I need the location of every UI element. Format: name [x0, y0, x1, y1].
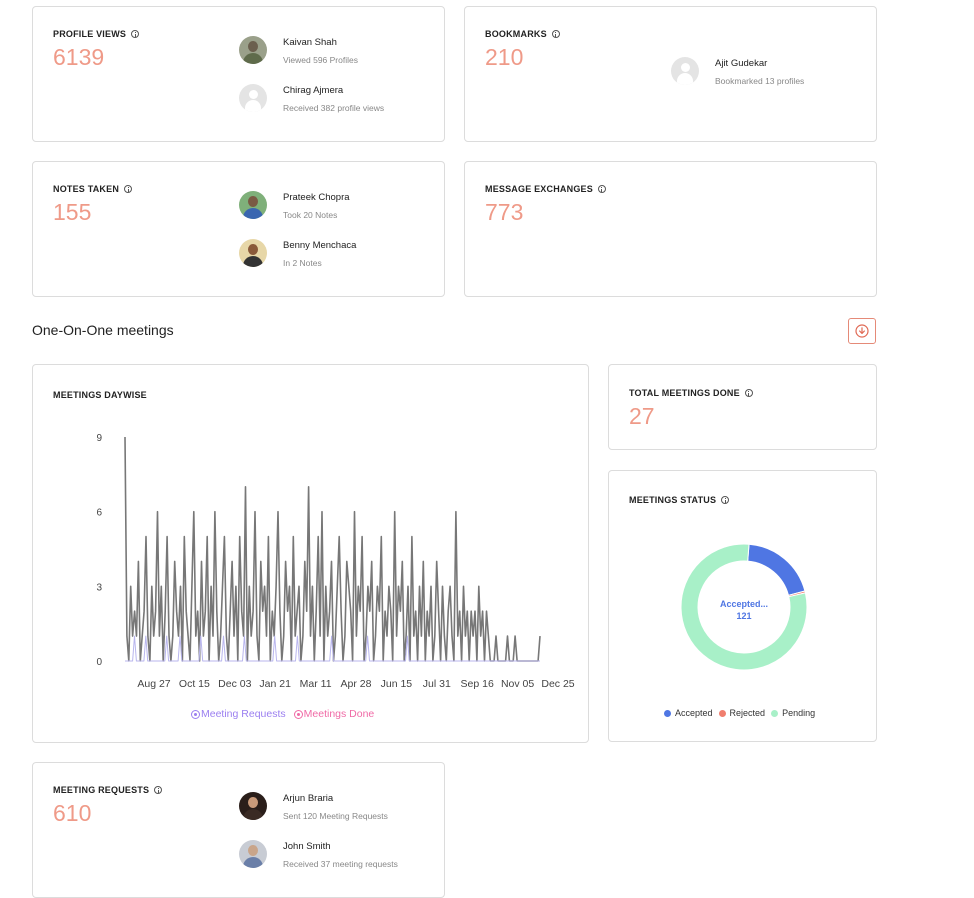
- donut-slice-pending: [680, 543, 808, 671]
- meetings-status-chart: [680, 543, 808, 671]
- x-tick-label: Aug 27: [137, 678, 170, 690]
- person-name: Kaivan Shah: [283, 37, 337, 48]
- notes-taken-title: NOTES TAKEN: [53, 184, 133, 194]
- message-exchanges-title: MESSAGE EXCHANGES: [485, 184, 606, 194]
- x-tick-label: Nov 05: [501, 678, 534, 690]
- chart-legend: Meeting Requests Meetings Done: [191, 708, 374, 720]
- list-item[interactable]: Prateek Chopra Took 20 Notes: [239, 191, 350, 220]
- person-name: Chirag Ajmera: [283, 85, 344, 96]
- legend-item-accepted[interactable]: Accepted: [664, 708, 713, 718]
- avatar: [239, 84, 267, 112]
- total-meetings-title: TOTAL MEETINGS DONE: [629, 388, 753, 398]
- list-item[interactable]: John Smith Received 37 meeting requests: [239, 840, 398, 869]
- person-detail: Sent 120 Meeting Requests: [283, 811, 388, 821]
- list-item[interactable]: Arjun Braria Sent 120 Meeting Requests: [239, 792, 388, 821]
- info-icon[interactable]: [551, 30, 560, 38]
- avatar: [239, 239, 267, 267]
- x-tick-label: Oct 15: [179, 678, 210, 690]
- person-detail: Received 37 meeting requests: [283, 859, 398, 869]
- ring-icon: [293, 709, 303, 719]
- person-name: Benny Menchaca: [283, 240, 357, 251]
- meetings-daywise-chart: 0 3 6 9 Aug 27 Oct 15 Dec 03 Jan 21 Mar 11 Apr 28…: [96, 433, 574, 690]
- legend-item-requests[interactable]: Meeting Requests: [191, 708, 286, 720]
- bookmarks-title: BOOKMARKS: [485, 29, 560, 39]
- x-tick-label: Dec 03: [218, 678, 251, 690]
- section-title: One-On-One meetings: [32, 322, 174, 338]
- person-name: John Smith: [283, 841, 331, 852]
- list-item[interactable]: Kaivan Shah Viewed 596 Profiles: [239, 36, 358, 65]
- meeting-requests-card: MEETING REQUESTS 610 Arjun Braria Sent 1…: [32, 762, 445, 898]
- x-tick-label: Jun 15: [381, 678, 413, 690]
- avatar: [671, 57, 699, 85]
- notes-taken-card: NOTES TAKEN 155 Prateek Chopra Took 20 N…: [32, 161, 445, 297]
- avatar: [239, 36, 267, 64]
- series-line-requests: [124, 436, 541, 662]
- meeting-requests-title: MEETING REQUESTS: [53, 785, 163, 795]
- y-tick-label: 6: [96, 508, 102, 519]
- total-meetings-value: 27: [629, 403, 655, 429]
- info-icon[interactable]: [131, 30, 140, 38]
- info-icon[interactable]: [154, 786, 163, 794]
- x-tick-label: Sep 16: [461, 678, 494, 690]
- list-item[interactable]: Chirag Ajmera Received 382 profile views: [239, 84, 384, 113]
- person-detail: Viewed 596 Profiles: [283, 55, 358, 65]
- series-line-done: [125, 635, 540, 662]
- profile-views-card: PROFILE VIEWS 6139 Kaivan Shah Viewed 59…: [32, 6, 445, 142]
- profile-views-value: 6139: [53, 44, 105, 70]
- avatar: [239, 792, 267, 820]
- meetings-daywise-card: MEETINGS DAYWISE 0 3 6 9 Aug 27 Oct 15 Dec 03 J…: [32, 364, 589, 743]
- bookmarks-card: BOOKMARKS 210 Ajit Gudekar Bookmarked 13…: [464, 6, 877, 142]
- download-button[interactable]: [848, 318, 876, 344]
- x-tick-label: Apr 28: [341, 678, 372, 690]
- bookmarks-value: 210: [485, 44, 524, 70]
- x-tick-label: Jan 21: [259, 678, 291, 690]
- y-tick-label: 0: [96, 657, 102, 668]
- legend-item-done[interactable]: Meetings Done: [293, 708, 374, 720]
- person-detail: Bookmarked 13 profiles: [715, 76, 805, 86]
- info-icon[interactable]: [124, 185, 133, 193]
- list-item[interactable]: Benny Menchaca In 2 Notes: [239, 239, 356, 268]
- legend-item-rejected[interactable]: Rejected: [718, 708, 765, 718]
- x-tick-label: Mar 11: [300, 678, 332, 690]
- y-tick-label: 3: [96, 582, 102, 593]
- ring-icon: [191, 709, 200, 719]
- x-tick-label: Dec 25: [541, 678, 574, 690]
- message-exchanges-card: MESSAGE EXCHANGES 773: [464, 161, 877, 297]
- total-meetings-card: TOTAL MEETINGS DONE 27: [608, 364, 877, 450]
- status-legend: Accepted Rejected Pending: [664, 708, 815, 718]
- person-detail: Took 20 Notes: [283, 210, 338, 220]
- meetings-status-title: MEETINGS STATUS: [629, 495, 730, 505]
- person-detail: Received 382 profile views: [283, 103, 385, 113]
- person-name: Ajit Gudekar: [715, 58, 768, 69]
- meeting-requests-value: 610: [53, 800, 92, 826]
- chart-title: MEETINGS DAYWISE: [53, 390, 147, 400]
- person-detail: In 2 Notes: [283, 258, 322, 268]
- message-exchanges-value: 773: [485, 199, 524, 225]
- info-icon[interactable]: [597, 185, 606, 193]
- download-icon: [855, 324, 869, 338]
- avatar: [239, 840, 267, 868]
- y-tick-label: 9: [96, 433, 102, 444]
- donut-slice-accepted: [747, 543, 806, 596]
- info-icon[interactable]: [744, 389, 753, 397]
- notes-taken-value: 155: [53, 199, 92, 225]
- donut-center-label: Accepted...: [719, 599, 768, 609]
- person-name: Arjun Braria: [283, 793, 334, 804]
- list-item[interactable]: Ajit Gudekar Bookmarked 13 profiles: [671, 57, 804, 86]
- legend-item-pending[interactable]: Pending: [771, 708, 815, 718]
- x-tick-label: Jul 31: [423, 678, 451, 690]
- donut-center-value: 121: [736, 611, 752, 621]
- avatar: [239, 191, 267, 219]
- person-name: Prateek Chopra: [283, 192, 350, 203]
- profile-views-title: PROFILE VIEWS: [53, 29, 140, 39]
- meetings-status-card: MEETINGS STATUS Accepted... 121: [608, 470, 877, 742]
- info-icon[interactable]: [721, 496, 730, 504]
